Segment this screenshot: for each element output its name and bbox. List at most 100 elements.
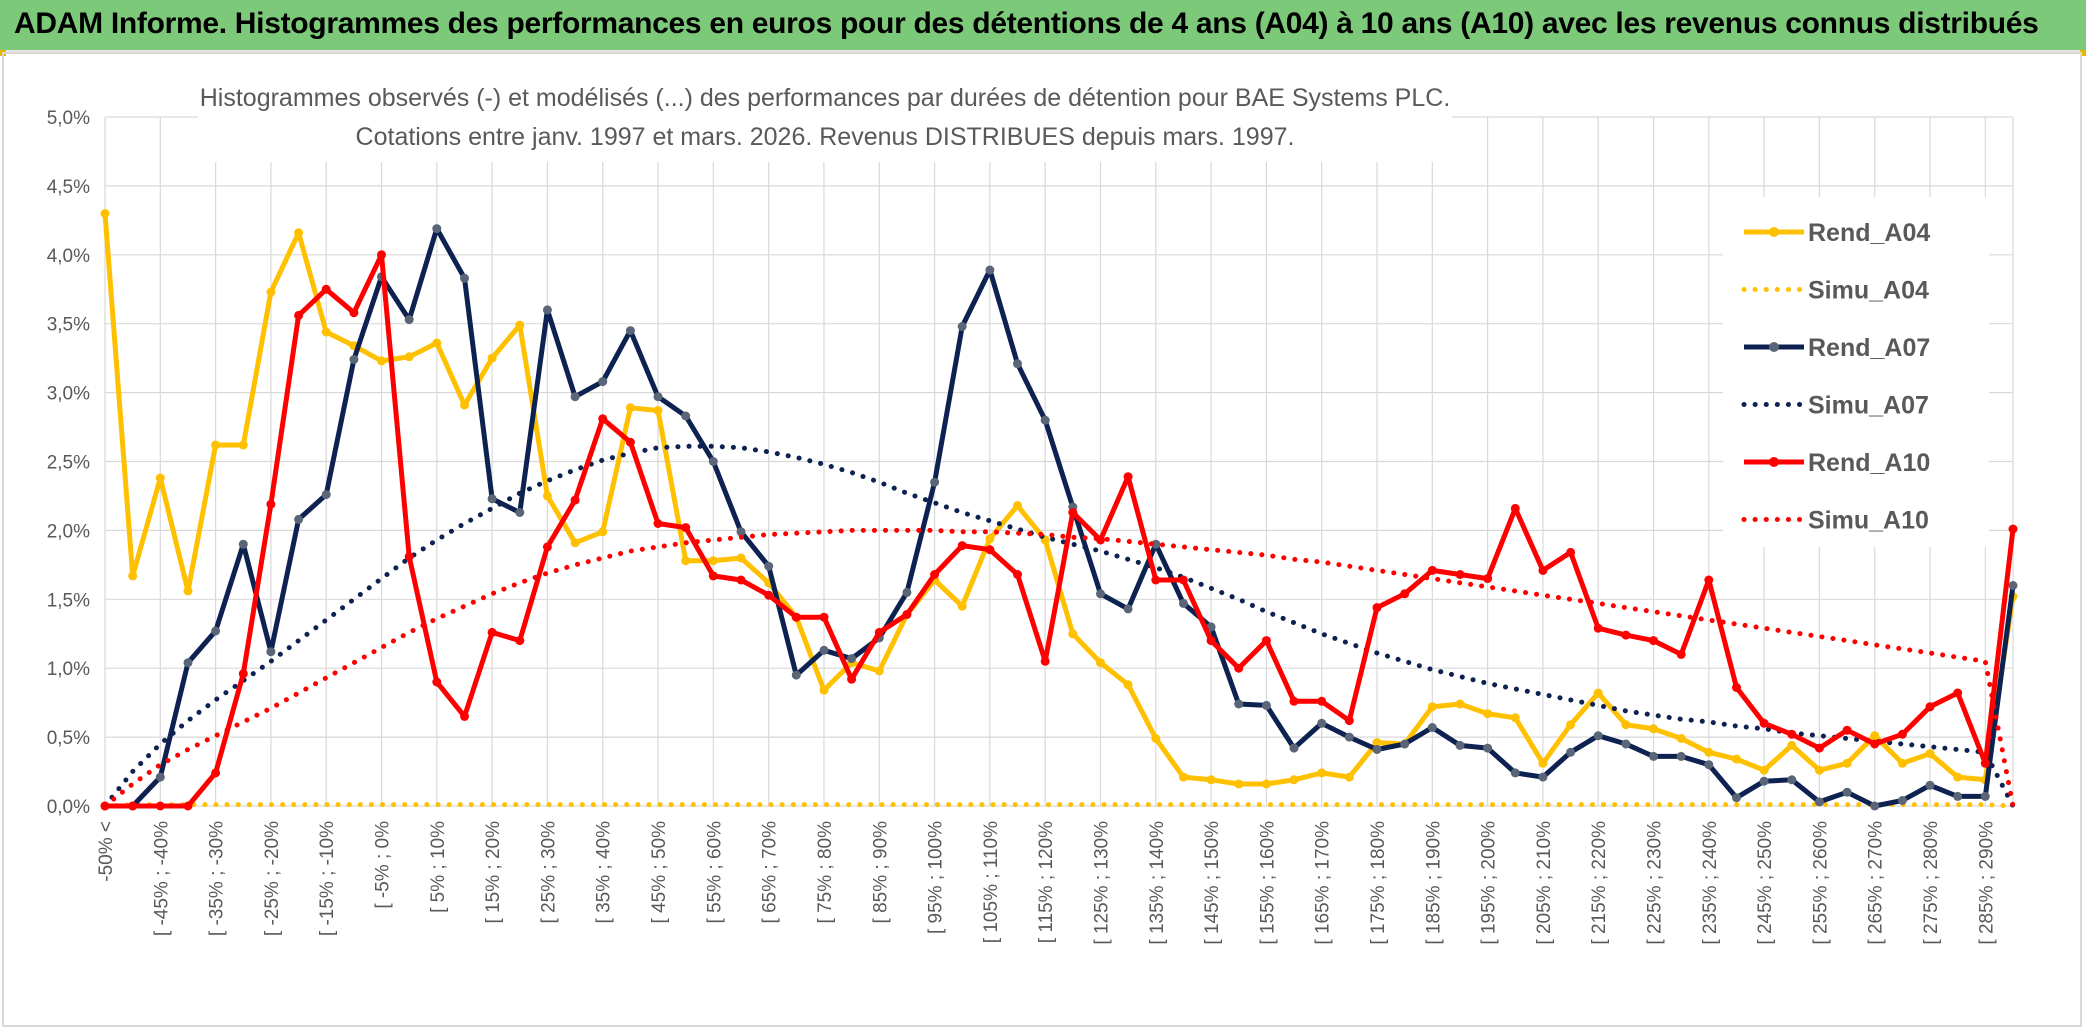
data-point-rend_a10 [1676,649,1686,659]
chart-frame [2,52,2082,1027]
data-point-rend_a10 [625,437,635,447]
data-point-rend_a04 [1814,765,1824,775]
data-point-rend_a10 [930,570,940,579]
x-tick-label: [ -45% ; -40% [151,821,172,936]
data-point-rend_a04 [625,403,635,413]
legend-marker [1769,342,1779,352]
data-point-rend_a04 [957,601,967,611]
x-tick-label: [ 45% ; 50% [649,821,670,924]
data-point-rend_a04 [1234,779,1244,789]
legend-label: Simu_A04 [1808,277,1929,305]
data-point-rend_a10 [1732,683,1741,692]
data-point-rend_a07 [1649,751,1658,761]
data-point-rend_a04 [404,352,414,362]
data-point-rend_a10 [847,674,857,684]
data-point-rend_a10 [294,310,304,320]
data-point-rend_a07 [847,654,857,664]
data-point-rend_a07 [349,355,359,364]
series-simu_a10 [102,527,2016,809]
data-point-rend_a07 [1151,539,1161,549]
x-tick-label: [ 275% ; 280% [1921,821,1942,945]
data-point-rend_a10 [1510,503,1520,513]
data-point-rend_a07 [708,457,718,466]
series-line-simu_a04 [102,802,2016,809]
x-tick-label: [ 175% ; 180% [1368,821,1389,945]
data-point-rend_a04 [1842,758,1852,768]
data-point-rend_a10 [1234,663,1244,673]
y-tick-label: 0,0% [47,797,90,818]
y-tick-label: 4,0% [47,246,90,267]
data-point-rend_a10 [902,610,912,619]
data-point-rend_a07 [1234,699,1244,709]
data-point-rend_a10 [183,801,193,811]
x-tick-label: [ 135% ; 140% [1147,821,1168,945]
data-point-rend_a10 [1427,565,1437,575]
x-tick-label: [ 145% ; 150% [1202,821,1223,945]
x-tick-label: [ 15% ; 20% [483,821,504,924]
legend-label: Rend_A04 [1808,219,1930,247]
x-tick-label: [ -15% ; -10% [317,821,338,936]
data-point-rend_a04 [460,400,469,410]
data-point-rend_a07 [764,561,774,571]
data-point-rend_a07 [211,626,221,636]
x-tick-label: [ 255% ; 260% [1810,821,1831,945]
data-point-rend_a04 [1759,765,1769,775]
data-point-rend_a04 [1787,740,1797,750]
data-point-rend_a04 [1732,754,1741,764]
data-point-rend_a07 [1455,740,1465,750]
data-point-rend_a07 [1897,796,1907,805]
data-point-rend_a10 [1151,575,1161,585]
data-point-rend_a07 [1510,768,1520,778]
legend-item-rend_a10: Rend_A10 [1744,449,1930,477]
data-point-rend_a04 [1261,779,1271,789]
data-point-rend_a07 [321,490,331,500]
data-point-rend_a04 [1676,734,1686,743]
data-point-rend_a10 [432,677,442,687]
legend-label: Simu_A07 [1808,392,1929,420]
data-point-rend_a10 [957,541,967,551]
data-point-rend_a10 [570,495,580,505]
y-tick-label: 2,5% [47,453,90,474]
x-tick-label: [ 215% ; 220% [1589,821,1610,945]
data-point-rend_a10 [1980,758,1990,768]
data-point-rend_a10 [736,575,746,585]
x-tick-label: [ 155% ; 160% [1257,821,1278,945]
data-point-rend_a07 [1096,589,1105,599]
x-tick-label: [ 225% ; 230% [1645,821,1666,945]
x-tick-label: [ 125% ; 130% [1091,821,1112,945]
data-point-rend_a10 [155,801,165,811]
y-tick-label: 5,0% [47,108,90,129]
corner-marker-right [2080,50,2086,56]
data-point-rend_a07 [1593,731,1603,741]
data-point-rend_a04 [1538,758,1548,768]
data-point-rend_a10 [1704,575,1714,585]
data-point-rend_a07 [1676,751,1686,761]
data-point-rend_a07 [1759,776,1769,786]
data-point-rend_a10 [349,308,359,318]
series-line-rend_a10 [105,252,2016,809]
data-point-rend_a07 [1483,743,1493,753]
data-point-rend_a04 [183,586,193,596]
y-axis-ticks: 0,0% 0,5% 1,0% 1,5% 2,0% 2,5% 3,0% 3,5% 4,0% 4,5%… [47,108,90,818]
legend-item-rend_a04: Rend_A04 [1744,219,1930,247]
data-point-rend_a10 [1123,472,1133,482]
data-point-rend_a10 [874,627,884,637]
data-point-rend_a10 [1538,565,1548,575]
data-point-rend_a04 [1123,680,1133,690]
data-point-rend_a04 [1704,747,1714,757]
x-tick-label: [ 75% ; 80% [815,821,836,924]
y-tick-label: 4,5% [47,177,90,198]
x-tick-label: [ 285% ; 290% [1976,821,1997,945]
data-point-rend_a04 [128,571,138,581]
x-tick-label: [ -35% ; -30% [207,821,228,936]
data-point-rend_a04 [542,491,552,501]
data-point-rend_a07 [432,224,442,234]
data-point-rend_a04 [1372,738,1382,748]
data-point-rend_a10 [985,545,995,555]
data-point-rend_a07 [1372,745,1382,754]
data-point-rend_a07 [1344,732,1354,742]
data-point-rend_a10 [653,519,663,528]
data-point-rend_a04 [1593,688,1603,698]
data-point-rend_a07 [598,377,608,387]
